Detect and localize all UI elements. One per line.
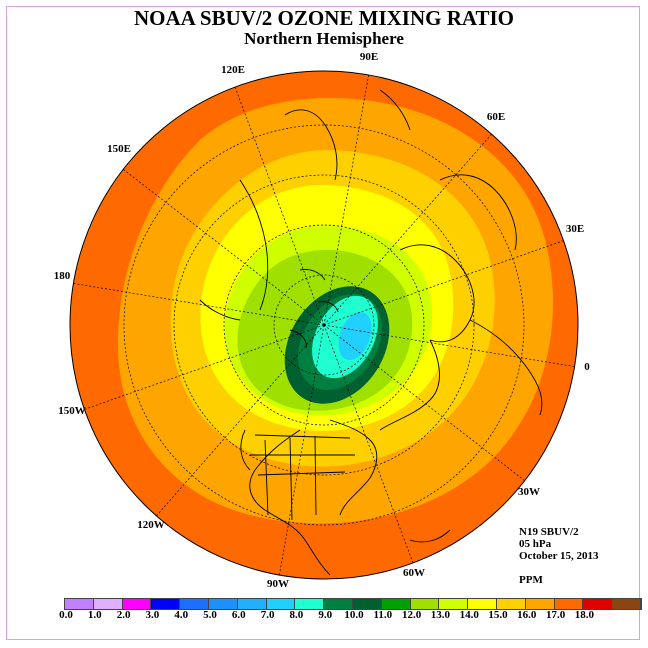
colorbar-swatch	[468, 599, 497, 609]
colorbar-tick-label: 7.0	[260, 609, 275, 621]
colorbar-tick-label: 8.0	[289, 609, 304, 621]
colorbar-swatch	[352, 599, 382, 609]
colorbar-tick-label: 4.0	[174, 609, 189, 621]
figure-frame	[6, 6, 640, 640]
colorbar-swatch	[180, 599, 209, 609]
coastlines	[199, 89, 543, 576]
lon-90w: 90W	[267, 578, 289, 590]
colorbar-swatch	[237, 599, 267, 609]
map-title: NOAA SBUV/2 OZONE MIXING RATIO	[134, 6, 514, 30]
pressure-level-label: 05 hPa	[519, 538, 552, 550]
colorbar-swatch	[525, 599, 555, 609]
lon-150e: 150E	[107, 143, 131, 155]
map-subtitle: Northern Hemisphere	[244, 29, 404, 48]
colorbar-tick-label: 11.0	[373, 609, 393, 621]
colorbar-tick-label: 18.0	[574, 609, 595, 621]
colorbar-swatch	[324, 599, 353, 609]
colorbar-swatch	[439, 599, 469, 609]
colorbar-swatch	[612, 599, 641, 609]
colorbar-tick-label: 2.0	[116, 609, 131, 621]
colorbar-swatch	[554, 599, 584, 609]
lon-180: 180	[54, 270, 71, 282]
colorbar-swatch	[381, 599, 411, 609]
colorbar-tick-label: 5.0	[203, 609, 217, 621]
lon-30e: 30E	[566, 223, 584, 235]
lon-60w: 60W	[403, 567, 425, 579]
graticule	[70, 72, 578, 578]
lon-120e: 120E	[221, 64, 245, 76]
colorbar-tick-label: 9.0	[318, 609, 333, 621]
colorbar-tick-label: 14.0	[459, 609, 479, 621]
info-block: N19 SBUV/2 05 hPa October 15, 2013	[519, 526, 599, 562]
lon-0: 0	[584, 361, 590, 373]
colorbar-tick-label: 15.0	[488, 609, 508, 621]
lon-30w: 30W	[518, 486, 540, 498]
lon-60e: 60E	[487, 111, 505, 123]
lon-120w: 120W	[137, 519, 165, 531]
colorbar-tick-label: 0.0	[59, 609, 73, 621]
colorbar-swatch	[410, 599, 440, 609]
colorbar-ticks: 0.0 1.0 2.0 3.0 4.0 5.0 6.0 7.0 8.0 9.0 10.0 11.0 12…	[0, 609, 648, 625]
colorbar	[64, 598, 642, 610]
colorbar-tick-label: 17.0	[545, 609, 566, 621]
band-6-7	[338, 311, 372, 361]
units-label: PPM	[519, 574, 543, 586]
date-label: October 15, 2013	[519, 550, 599, 562]
colorbar-swatch	[65, 599, 94, 609]
colorbar-swatch	[266, 599, 296, 609]
colorbar-swatch	[208, 599, 238, 609]
map-border	[69, 70, 579, 580]
colorbar-tick-label: 3.0	[145, 609, 160, 621]
lon-90e: 90E	[360, 51, 378, 63]
colorbar-swatch	[583, 599, 613, 609]
colorbar-swatch	[496, 599, 526, 609]
colorbar-tick-label: 10.0	[344, 609, 364, 621]
colorbar-swatch	[151, 599, 181, 609]
colorbar-swatch	[93, 599, 123, 609]
colorbar-tick-label: 13.0	[430, 609, 451, 621]
colorbar-swatch	[295, 599, 325, 609]
colorbar-tick-label: 16.0	[517, 609, 537, 621]
satellite-label: N19 SBUV/2	[519, 526, 579, 538]
colorbar-tick-label: 12.0	[401, 609, 422, 621]
lon-150w: 150W	[58, 405, 86, 417]
colorbar-swatch	[122, 599, 152, 609]
colorbar-tick-label: 6.0	[231, 609, 246, 621]
colorbar-tick-label: 1.0	[87, 609, 102, 621]
